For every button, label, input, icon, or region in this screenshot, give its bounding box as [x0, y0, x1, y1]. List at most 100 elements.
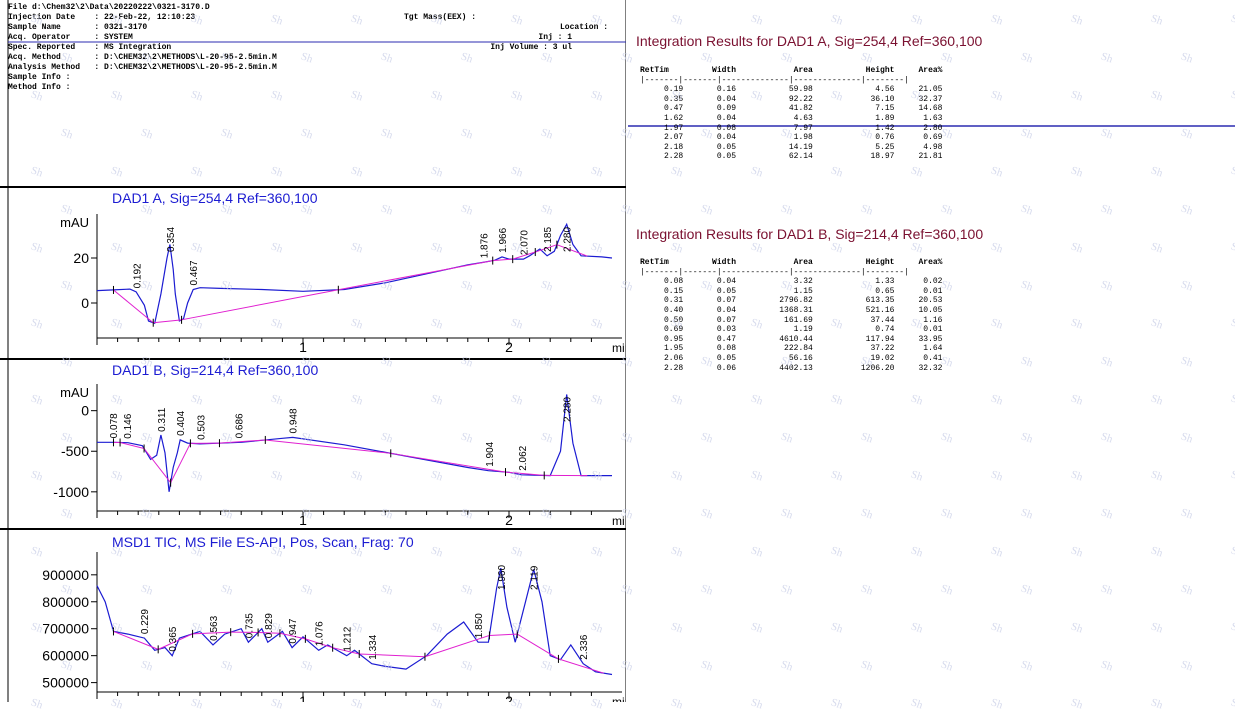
x-tick-label: 1	[299, 512, 307, 528]
integration-baseline	[171, 443, 191, 482]
x-axis-label: min	[612, 341, 626, 355]
table-row: 2.28 0.05 62.14 18.97 21.81	[640, 152, 942, 162]
y-tick-label: 700000	[42, 621, 89, 637]
peak-label: 0.735	[244, 613, 255, 638]
table-cell: 0.05	[683, 152, 736, 161]
table-cell: 613.35	[813, 296, 895, 305]
peak-label: 1.334	[368, 634, 379, 659]
y-tick-label: 900000	[42, 567, 89, 583]
y-axis-label: mAU	[60, 385, 89, 400]
peak-label: 0.078	[109, 413, 120, 438]
peak-label: 1.876	[479, 233, 490, 258]
table-cell: 37.44	[813, 316, 895, 325]
table-cell: 7.97	[736, 124, 813, 133]
peak-label: 1.076	[315, 621, 326, 646]
table-cell: 1.16	[894, 316, 942, 325]
table-cell: 0.01	[894, 325, 942, 334]
peak-label: 0.563	[209, 615, 220, 640]
table-cell: 0.04	[683, 133, 736, 142]
table-cell: 4.56	[813, 85, 895, 94]
y-tick-label: 800000	[42, 594, 89, 610]
table-header-cell: RetTim	[640, 258, 683, 267]
table-cell: 0.35	[640, 95, 683, 104]
table-cell: 0.03	[683, 325, 736, 334]
table-cell: 62.14	[736, 152, 813, 161]
y-tick-label: 0	[81, 403, 89, 419]
table-cell: 2.80	[894, 124, 942, 133]
peak-label: 0.192	[133, 263, 144, 288]
table-cell: 0.19	[640, 85, 683, 94]
table-cell: 0.69	[894, 133, 942, 142]
table-cell: 3.32	[736, 277, 813, 286]
table-cell: 32.32	[894, 364, 942, 373]
table-cell: 222.84	[736, 344, 813, 353]
table-cell: 59.98	[736, 85, 813, 94]
x-tick-label: 1	[299, 693, 307, 702]
table-row: 2.18 0.05 14.19 5.25 4.98	[640, 143, 942, 153]
table-cell: 0.04	[683, 114, 736, 123]
x-tick-label: 2	[505, 512, 513, 528]
table-cell: 0.02	[894, 277, 942, 286]
table-row: 0.35 0.04 92.22 36.10 32.37	[640, 95, 942, 105]
table-cell: 2796.82	[736, 296, 813, 305]
chart-title: DAD1 A, Sig=254,4 Ref=360,100	[112, 190, 318, 206]
table-cell: 0.65	[813, 287, 895, 296]
table-row: 0.95 0.47 4610.44 117.94 33.95	[640, 335, 942, 345]
table-cell: 0.95	[640, 335, 683, 344]
table-cell: 0.08	[640, 277, 683, 286]
table-cell: 1206.20	[813, 364, 895, 373]
table-header-cell: RetTim	[640, 66, 683, 75]
integration-baseline	[113, 631, 158, 649]
table-cell: 0.07	[683, 316, 736, 325]
table-cell: 0.16	[683, 85, 736, 94]
table-cell: 4402.13	[736, 364, 813, 373]
y-tick-label: -1000	[53, 484, 89, 500]
integration-baseline	[517, 634, 558, 659]
y-tick-label: -500	[61, 443, 89, 459]
table-cell: 19.02	[813, 354, 895, 363]
table-cell: 0.04	[683, 306, 736, 315]
table-row: 0.50 0.07 161.69 37.44 1.16	[640, 316, 942, 326]
chromatogram-panels: DAD1 A, Sig=254,4 Ref=360,100020mAU12min…	[0, 0, 626, 702]
table-cell: 1.63	[894, 114, 942, 123]
table-cell: 18.97	[813, 152, 895, 161]
table-row: 0.19 0.16 59.98 4.56 21.05	[640, 85, 942, 95]
peak-label: 2.280	[563, 397, 574, 422]
table-cell: 21.05	[894, 85, 942, 94]
table-row: 2.28 0.06 4402.13 1206.20 32.32	[640, 364, 942, 374]
table-cell: 1368.31	[736, 306, 813, 315]
peak-label: 1.904	[485, 441, 496, 466]
peak-label: 0.365	[168, 626, 179, 651]
x-tick-label: 1	[299, 339, 307, 355]
table-cell: 1.95	[640, 344, 683, 353]
x-axis-label: min	[612, 695, 626, 702]
table-cell: 56.16	[736, 354, 813, 363]
table-row: 2.07 0.04 1.98 0.76 0.69	[640, 133, 942, 143]
integration-baseline	[113, 290, 153, 323]
table-cell: 0.47	[640, 104, 683, 113]
table-cell: 32.37	[894, 95, 942, 104]
table-cell: 0.15	[640, 287, 683, 296]
table-cell: 4.98	[894, 143, 942, 152]
table-cell: 0.05	[683, 354, 736, 363]
chart-title: DAD1 B, Sig=214,4 Ref=360,100	[112, 362, 318, 378]
table-cell: 36.10	[813, 95, 895, 104]
table-cell: 33.95	[894, 335, 942, 344]
integration-baseline	[338, 261, 492, 290]
peak-label: 0.948	[288, 408, 299, 433]
table-cell: 0.08	[683, 124, 736, 133]
peak-label: 2.280	[563, 227, 574, 252]
peak-label: 0.311	[157, 407, 168, 432]
table-cell: 1.97	[640, 124, 683, 133]
table-cell: 14.68	[894, 104, 942, 113]
table-header-cell: Area	[736, 66, 813, 75]
table-cell: 0.04	[683, 95, 736, 104]
table-row: 0.69 0.03 1.19 0.74 0.01	[640, 325, 942, 335]
table-cell: 0.47	[683, 335, 736, 344]
table-row: 1.95 0.08 222.84 37.22 1.64	[640, 344, 942, 354]
table-cell: 4610.44	[736, 335, 813, 344]
table-cell: 117.94	[813, 335, 895, 344]
table-cell: 37.22	[813, 344, 895, 353]
table-cell: 92.22	[736, 95, 813, 104]
table-cell: 0.06	[683, 364, 736, 373]
